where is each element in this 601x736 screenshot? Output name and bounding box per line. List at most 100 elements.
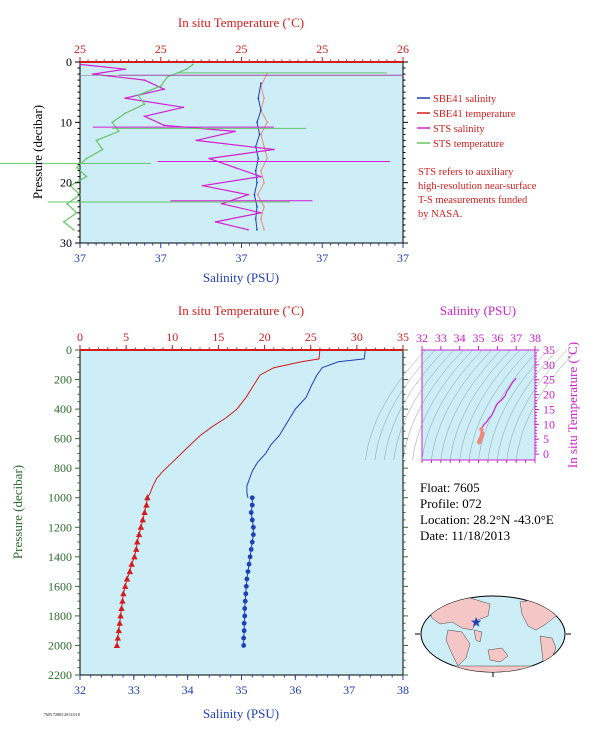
series-point-sts_temp [95, 139, 98, 142]
full-profile-panel: 0 5 10 15 20 25 30 35 32 33 34 35 36 37 38 0 200 400 600 80… [10, 303, 409, 721]
salinity-marker [242, 598, 248, 604]
series-point-sts_sal [221, 202, 224, 205]
left-axis-tick-label: 2000 [48, 638, 72, 652]
salinity-marker [246, 561, 252, 567]
isopycnal-contour [459, 349, 521, 461]
series-point-sbe_temp [263, 181, 265, 184]
ts-deep-marker [479, 427, 484, 432]
series-point-sbe_sal [253, 193, 256, 196]
profile-number: Profile: 072 [420, 496, 482, 511]
ts-top-axis-tick-label: 36 [491, 331, 503, 345]
left-axis-tick-label: 1200 [48, 520, 72, 534]
ts-diagram-top-axis-label: Salinity (PSU) [440, 303, 516, 318]
temperature-marker [120, 590, 127, 597]
temperature-marker [131, 553, 138, 560]
left-axis-tick-label: 200 [54, 373, 72, 387]
full-profile-series [113, 349, 366, 648]
series-point-sts_sal [214, 221, 217, 223]
top-axis-tick-label: 25 [155, 42, 167, 56]
full-profile-bottom-axis-label: Salinity (PSU) [203, 706, 279, 721]
legend-label-sts-temperature: STS temperature [433, 139, 504, 150]
legend-note-line-3: T-S measurements funded [418, 195, 528, 206]
temperature-marker [133, 545, 140, 552]
isopycnal-contour [365, 349, 426, 461]
series-point-sbe_temp [256, 193, 259, 196]
bottom-axis-tick-label: 32 [74, 683, 86, 697]
salinity-marker [243, 591, 249, 597]
bottom-axis-tick-label: 37 [397, 251, 409, 265]
float-location-marker [470, 616, 482, 627]
series-point-sts_sal [208, 157, 211, 160]
ts-diagram-right-axis-label: In situ Temperature (˚C) [565, 342, 580, 468]
left-axis-tick-label: 800 [54, 461, 72, 475]
isopycnal-contour [468, 349, 530, 461]
left-axis-tick-label: 30 [60, 236, 72, 250]
ts-top-axis-tick-label: 35 [473, 331, 485, 345]
salinity-marker [248, 510, 254, 515]
series-point-sts_temp [66, 202, 68, 205]
left-axis-tick-label: 600 [54, 432, 72, 446]
float-info: Float: 7605 Profile: 072 Location: 28.2°… [420, 480, 554, 543]
temperature-marker [113, 641, 121, 648]
isopycnal-contour [450, 349, 511, 461]
left-axis-tick-label: 2200 [48, 668, 72, 682]
ts-top-axis-tick-label: 38 [529, 331, 541, 345]
series-point-sts_temp [192, 63, 195, 66]
salinity-marker [241, 643, 247, 648]
series-point-sts_sal [143, 115, 146, 118]
left-axis-tick-label: 0 [66, 55, 72, 69]
temperature-marker [128, 560, 135, 567]
series-point-sts_sal [234, 166, 236, 169]
top-axis-tick-label: 35 [397, 330, 409, 344]
isopycnal-contour [497, 349, 558, 461]
bottom-axis-tick-label: 33 [128, 683, 140, 697]
series-point-sts_sal [201, 184, 204, 187]
near-surface-panel: 25 25 25 25 26 37 37 37 37 37 0 10 20 30 In situ Temp… [0, 15, 409, 285]
top-axis-tick-label: 25 [305, 330, 317, 344]
series-point-sts_temp [69, 184, 72, 187]
isopycnal-contour [487, 349, 549, 461]
top-axis-tick-label: 26 [397, 42, 409, 56]
series-point-sbe_temp [260, 169, 262, 172]
series-point-sts_temp [143, 103, 146, 106]
isopycnal-contour [515, 349, 577, 461]
top-axis-tick-label: 10 [166, 330, 178, 344]
top-axis-tick-label: 25 [316, 42, 328, 56]
temperature-marker [135, 531, 143, 538]
series-point-sts_sal [234, 130, 236, 133]
series-point-sts_sal [124, 97, 127, 100]
top-axis-tick-label: 5 [123, 330, 129, 344]
ts-right-axis-tick-label: 0 [543, 447, 549, 461]
salinity-marker [248, 547, 254, 552]
series-point-sts_temp [137, 94, 140, 97]
series-point-sts_temp [85, 157, 88, 160]
series-point-sts_sal [79, 63, 81, 66]
bottom-axis-tick-label: 37 [236, 251, 248, 265]
salinity-marker [241, 635, 247, 641]
isopycnal-contour [384, 349, 445, 461]
series-point-sts_sal [260, 175, 262, 178]
series-point-sbe_sal [256, 205, 258, 208]
near-surface-plot-area [79, 61, 404, 244]
isopycnal-contour [412, 349, 474, 461]
temperature-marker [116, 619, 123, 626]
location-map [415, 595, 571, 677]
ts-right-axis-tick-label: 10 [543, 417, 555, 431]
series-point-sts_sal [124, 68, 127, 71]
legend-label-sbe41-salinity: SBE41 salinity [433, 94, 497, 105]
series-point-sbe_sal [256, 181, 258, 184]
series-point-sts_sal [195, 139, 198, 142]
series-point-sts_sal [260, 211, 262, 214]
series-point-sts_sal [143, 79, 146, 81]
near-surface-left-axis-label: Pressure (decibar) [30, 105, 45, 199]
temperature-marker [117, 612, 124, 619]
series-point-sts_temp [124, 112, 127, 115]
isopycnal-contour [421, 349, 483, 461]
temperature-marker [115, 627, 122, 634]
ts-right-axis-tick-label: 25 [543, 373, 555, 387]
temperature-marker [118, 605, 125, 612]
ts-right-axis-tick-label: 35 [543, 343, 555, 357]
bottom-axis-tick-label: 37 [74, 251, 86, 265]
isopycnal-contour [393, 349, 455, 461]
series-point-sts_temp [159, 85, 162, 87]
